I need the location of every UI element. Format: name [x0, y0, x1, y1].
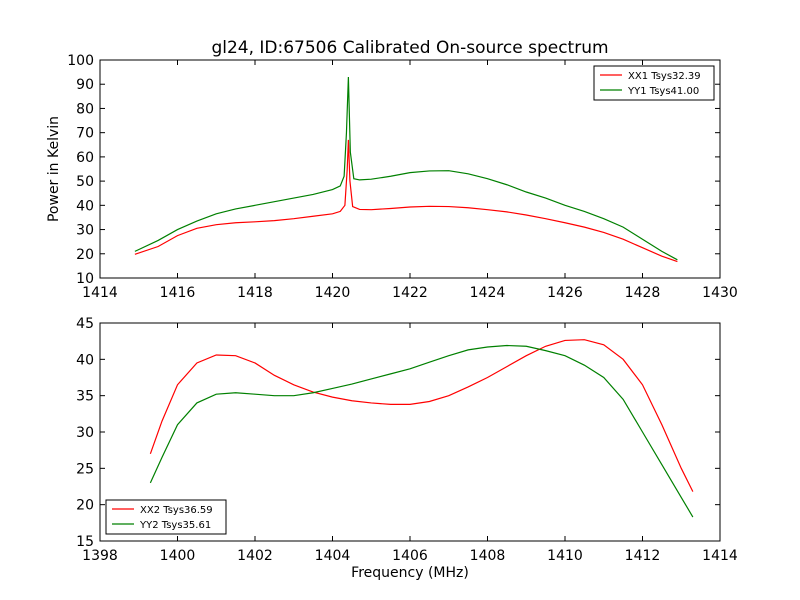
y-tick-label: 80: [76, 101, 94, 117]
x-tick-label: 1406: [392, 548, 428, 564]
x-tick-label: 1404: [315, 548, 351, 564]
legend: XX1 Tsys32.39 YY1 Tsys41.00: [593, 65, 715, 101]
x-tick-label: 1398: [82, 548, 118, 564]
legend-label-2: YY1 Tsys41.00: [627, 86, 699, 97]
y-tick-label: 20: [76, 247, 94, 263]
legend-box: [105, 499, 227, 535]
chart-title: gl24, ID:67506 Calibrated On-source spec…: [211, 38, 608, 58]
x-tick-label: 1416: [160, 285, 196, 301]
series-line-1: [149, 339, 694, 492]
y-tick-label: 30: [76, 425, 94, 441]
chart-panel-2: 1398 1400 1402 1404 1406 1408 1410 1412 1414 15 20…: [76, 316, 738, 581]
x-tick-label: 1430: [702, 285, 738, 301]
y-tick-label: 40: [76, 198, 94, 214]
x-tick-label: 1402: [237, 548, 273, 564]
y-tick-label: 30: [76, 223, 94, 239]
y-tick-label: 20: [76, 498, 94, 514]
x-axis-label: Frequency (MHz): [351, 565, 469, 581]
x-tick-label: 1400: [160, 548, 196, 564]
y-tick-label: 70: [76, 126, 94, 142]
legend-label-1: XX1 Tsys32.39: [628, 71, 701, 82]
x-tick-label: 1408: [470, 548, 506, 564]
y-tick-label: 35: [76, 389, 94, 405]
x-tick-label: 1410: [547, 548, 583, 564]
chart-panel-1: 1414 1416 1418 1420 1422 1424 1426 1428 1430 10 20…: [46, 38, 738, 301]
legend: XX2 Tsys36.59 YY2 Tsys35.61: [105, 499, 227, 535]
x-tick-label: 1422: [392, 285, 428, 301]
legend-label-1: XX2 Tsys36.59: [140, 505, 213, 516]
x-tick-label: 1428: [625, 285, 661, 301]
y-tick-label: 50: [76, 174, 94, 190]
series-line-1: [134, 139, 678, 263]
y-tick-label: 100: [67, 53, 94, 69]
y-tick-label: 10: [76, 271, 94, 287]
x-tick-label: 1414: [702, 548, 738, 564]
x-tick-label: 1420: [315, 285, 351, 301]
legend-label-2: YY2 Tsys35.61: [139, 520, 211, 531]
y-axis-label: Power in Kelvin: [46, 116, 62, 222]
x-tick-label: 1418: [237, 285, 273, 301]
y-tick-label: 40: [76, 352, 94, 368]
series-line-2: [149, 344, 694, 518]
y-tick-label: 45: [76, 316, 94, 332]
y-tick-label: 25: [76, 461, 94, 477]
legend-box: [593, 65, 715, 101]
series-line-2: [134, 76, 678, 261]
y-tick-label: 90: [76, 77, 94, 93]
y-tick-label: 60: [76, 150, 94, 166]
y-tick-label: 15: [76, 534, 94, 550]
x-tick-label: 1424: [470, 285, 506, 301]
x-tick-label: 1412: [625, 548, 661, 564]
x-tick-label: 1426: [547, 285, 583, 301]
x-tick-label: 1414: [82, 285, 118, 301]
